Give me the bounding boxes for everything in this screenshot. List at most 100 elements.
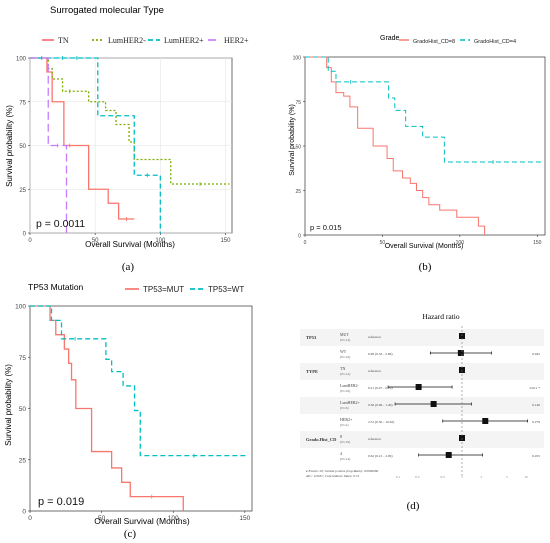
legend-label-TP53=WT: TP53=WT: [208, 285, 244, 294]
forest-x-tick-2: 0.5: [441, 475, 446, 479]
panel-a-plot: 0 50 100 150 0 25 50 75 100 p = 0.0011: [16, 56, 232, 244]
forest-variable-6: Grado.Hist_CD: [306, 437, 337, 442]
panel-b: Grade GradoHist_CD=8 GradoHist_CD=4 0 50 10…: [289, 35, 545, 273]
plot-frame: [305, 57, 545, 235]
forest-estimate-2: reference: [368, 369, 381, 373]
legend-label-TP53=MUT: TP53=MUT: [143, 285, 184, 294]
panel-c-plot: 0 50 100 150 0 25 50 75 100 p = 0.019: [15, 304, 252, 523]
panel-c-legend-title: TP53 Mutation: [28, 282, 84, 292]
forest-level-4: LumHER2+: [340, 400, 361, 405]
forest-p-5: 0.279: [532, 420, 540, 424]
forest-point-4: [431, 401, 437, 407]
panel-a-legend: TN LumHER2- LumHER2+ HER2+: [42, 36, 249, 45]
forest-p-4: 0.140: [532, 403, 540, 407]
panel-c-letter: (c): [124, 528, 137, 540]
panel-b-xlabel: Overall Survival (Months): [385, 243, 464, 250]
panel-a-ylabel: Survival probability (%): [5, 105, 14, 187]
forest-n-5: (N=2): [340, 423, 349, 427]
legend-label-GradoHist_CD=8: GradoHist_CD=8: [413, 39, 455, 45]
forest-variable-2: TYPE: [306, 369, 318, 374]
forest-estimate-6: reference: [368, 437, 381, 441]
legend-label-TN: TN: [58, 36, 69, 45]
forest-level-2: TN: [340, 366, 345, 371]
panel-b-plot: 0 50 100 150 0 25 50 75 100 p = 0.015: [293, 56, 545, 247]
forest-estimate-1: 0.96 (0.32 - 2.89): [368, 352, 393, 356]
panel-b-legend-title: Grade: [380, 35, 400, 42]
forest-estimate-4: 0.36 (0.09 - 1.40): [368, 403, 393, 407]
panel-a-legend-title: Surrogated molecular Type: [50, 5, 164, 16]
y-tick-label-2: 50: [19, 406, 27, 413]
forest-row-band-6: [300, 431, 544, 448]
legend-label-HER2+: HER2+: [224, 36, 249, 45]
p-value: p = 0.019: [38, 496, 84, 508]
legend-label-LumHER2-: LumHER2-: [108, 36, 146, 45]
forest-x-tick-1: 0.2: [415, 475, 420, 479]
forest-level-3: LumHER2-: [340, 383, 360, 388]
forest-row-band-0: [300, 329, 544, 346]
forest-p-7: 0.455: [532, 454, 540, 458]
forest-footnote-1: AIC: 129.81; Concordance Index: 0.72: [305, 474, 359, 478]
forest-point-5: [482, 418, 488, 424]
x-tick-label-0: 0: [28, 238, 32, 244]
forest-n-2: (N=12): [340, 372, 351, 376]
forest-level-7: 4: [340, 451, 342, 456]
y-tick-label-4: 100: [16, 57, 27, 63]
forest-x-tick-3: 1: [461, 475, 463, 479]
forest-estimate-0: reference: [368, 335, 381, 339]
panel-a: Surrogated molecular Type TN LumHER2- LumH…: [5, 5, 249, 273]
forest-level-1: WT: [340, 349, 347, 354]
panel-b-letter: (b): [419, 261, 432, 273]
panel-c: TP53 Mutation TP53=MUT TP53=WT 0 50 100 150 0…: [4, 282, 252, 540]
y-tick-label-1: 25: [19, 457, 27, 464]
plot-frame: [30, 306, 252, 511]
y-tick-label-4: 100: [293, 56, 302, 62]
x-tick-label-0: 0: [28, 515, 32, 522]
forest-n-4: (N=6): [340, 406, 349, 410]
forest-footnote-0: # Events: 20; Global p-value (Log-Rank):…: [306, 469, 379, 473]
x-tick-label-3: 150: [533, 240, 542, 246]
forest-n-3: (N=16): [340, 389, 351, 393]
y-tick-label-1: 25: [295, 189, 301, 195]
y-tick-label-3: 75: [295, 100, 301, 106]
legend-label-GradoHist_CD=4: GradoHist_CD=4: [474, 39, 516, 45]
panel-c-xlabel: Overall Survival (Months): [94, 516, 190, 526]
y-tick-label-2: 50: [295, 145, 301, 151]
panel-b-ylabel: Survival probability (%): [289, 104, 296, 176]
p-value: p = 0.015: [310, 223, 342, 232]
forest-n-6: (N=19): [340, 440, 351, 444]
panel-c-ylabel: Survival probability (%): [4, 364, 13, 446]
y-tick-label-4: 100: [15, 304, 26, 311]
forest-n-0: (N=14): [340, 338, 351, 342]
forest-level-0: MUT: [340, 332, 349, 337]
forest-level-6: 8: [340, 434, 342, 439]
panel-d-title: Hazard ratio: [422, 312, 460, 321]
x-tick-label-3: 150: [239, 515, 250, 522]
y-tick-label-2: 50: [19, 144, 26, 150]
p-value: p = 0.0011: [36, 218, 85, 230]
forest-row-band-2: [300, 363, 544, 380]
panel-d-plot: TP53 MUT(N=14) reference WT (N=19) 0.96 (0.32…: [298, 326, 546, 479]
forest-x-tick-6: 10: [524, 475, 528, 479]
forest-p-3: 0.011 *: [530, 386, 541, 390]
forest-x-tick-4: 2: [480, 475, 482, 479]
forest-point-7: [446, 452, 452, 458]
panel-d: Hazard ratio TP53 MUT(N=14) reference WT (N=…: [298, 312, 546, 512]
y-tick-label-0: 0: [23, 232, 27, 238]
x-tick-label-3: 150: [220, 238, 231, 244]
panel-c-legend: TP53=MUT TP53=WT: [125, 285, 244, 294]
panel-b-legend: GradoHist_CD=8 GradoHist_CD=4: [399, 39, 516, 45]
forest-point-3: [416, 384, 422, 390]
panel-a-letter: (a): [122, 261, 135, 273]
forest-estimate-5: 2.31 (0.50 - 10.62): [368, 420, 395, 424]
forest-row-band-4: [300, 397, 544, 414]
y-tick-label-3: 75: [19, 100, 26, 106]
forest-estimate-7: 0.62 (0.21 - 2.09): [368, 454, 393, 458]
x-tick-label-0: 0: [304, 240, 307, 246]
y-tick-label-0: 0: [298, 234, 301, 240]
forest-variable-0: TP53: [306, 335, 317, 340]
forest-level-5: HER2+: [340, 417, 353, 422]
forest-point-1: [458, 350, 464, 356]
y-tick-label-0: 0: [22, 509, 26, 516]
y-tick-label-1: 25: [19, 188, 26, 194]
